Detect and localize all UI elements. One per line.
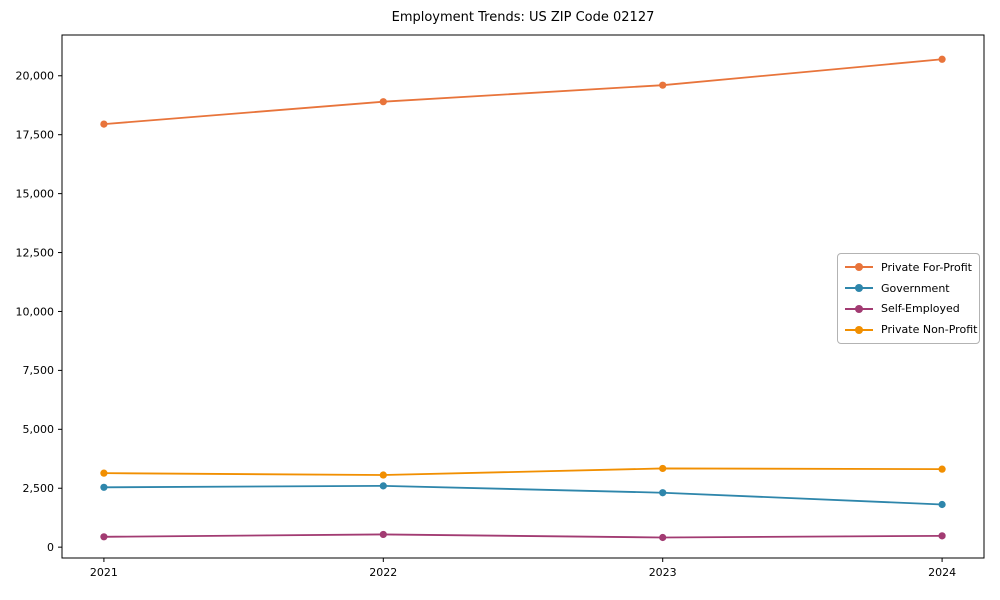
data-point-government-2022 <box>379 482 387 490</box>
legend-item-private-non-profit: Private Non-Profit <box>845 320 977 340</box>
data-point-government-2023 <box>659 489 667 497</box>
series-line-government <box>103 484 943 506</box>
y-axis-tick-label: 20,000 <box>16 70 55 83</box>
data-point-government-2024 <box>938 500 946 509</box>
x-axis-tick-label: 2022 <box>369 566 397 579</box>
legend-label: Government <box>881 281 950 295</box>
legend-item-government: Government <box>845 278 972 298</box>
series-line-private-for-profit <box>103 58 943 125</box>
x-axis-tick-label: 2023 <box>649 566 677 579</box>
y-axis-tick-label: 12,500 <box>16 246 55 259</box>
legend-marker-line-dot-icon <box>845 263 873 272</box>
data-point-self-employed-2021 <box>100 533 108 541</box>
data-point-private-for-profit-2021 <box>100 120 108 128</box>
data-point-private-non-profit-2023 <box>659 464 667 473</box>
y-axis-tick-label: 15,000 <box>16 187 55 200</box>
data-point-self-employed-2024 <box>938 532 946 540</box>
y-axis-tick-label: 17,500 <box>16 128 55 141</box>
data-point-private-for-profit-2023 <box>659 81 667 89</box>
legend: Private For-Profit Government Self-Emplo… <box>837 253 980 344</box>
data-point-private-for-profit-2024 <box>938 55 946 63</box>
data-point-private-non-profit-2022 <box>379 471 387 479</box>
data-point-private-non-profit-2024 <box>938 465 946 473</box>
legend-item-self-employed: Self-Employed <box>845 299 972 319</box>
plot-frame <box>61 34 985 559</box>
legend-marker-line-dot-icon <box>845 325 873 334</box>
y-axis-tick-label: 2,500 <box>23 482 55 495</box>
legend-marker-line-dot-icon <box>845 304 873 313</box>
data-point-government-2021 <box>100 483 108 491</box>
y-axis-tick-label: 10,000 <box>16 305 55 318</box>
legend-label: Self-Employed <box>881 302 960 316</box>
data-point-self-employed-2022 <box>379 530 387 539</box>
x-axis-tick-label: 2024 <box>928 566 956 579</box>
y-axis-tick-label: 0 <box>47 541 54 554</box>
series-line-private-non-profit <box>103 467 943 476</box>
data-point-self-employed-2023 <box>659 533 667 542</box>
chart-title: Employment Trends: US ZIP Code 02127 <box>391 10 655 25</box>
x-axis-tick-label: 2021 <box>90 566 118 579</box>
legend-marker-line-dot-icon <box>845 284 873 293</box>
y-axis-tick-label: 5,000 <box>23 423 55 436</box>
data-point-private-for-profit-2022 <box>379 98 387 106</box>
series-line-self-employed <box>103 533 943 539</box>
data-point-private-non-profit-2021 <box>100 469 108 477</box>
y-axis-tick-label: 7,500 <box>23 364 55 377</box>
legend-label: Private Non-Profit <box>881 323 978 337</box>
legend-label: Private For-Profit <box>881 260 972 274</box>
legend-item-private-for-profit: Private For-Profit <box>845 257 972 277</box>
